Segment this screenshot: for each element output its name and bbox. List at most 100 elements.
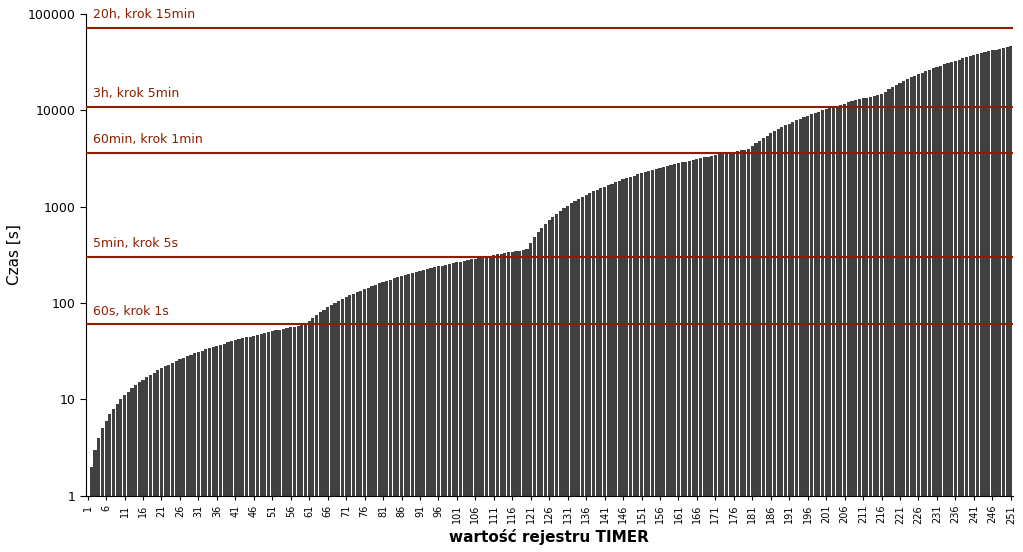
Bar bbox=[518, 251, 522, 552]
Y-axis label: Czas [s]: Czas [s] bbox=[7, 225, 21, 285]
Bar bbox=[917, 74, 920, 552]
Bar bbox=[300, 325, 304, 552]
Bar bbox=[175, 361, 178, 552]
Bar bbox=[212, 347, 215, 552]
Bar bbox=[632, 176, 635, 552]
Bar bbox=[943, 64, 946, 552]
Bar bbox=[551, 217, 554, 552]
Bar bbox=[707, 157, 710, 552]
Bar bbox=[448, 264, 451, 552]
Bar bbox=[507, 252, 510, 552]
Bar bbox=[802, 118, 805, 552]
Bar bbox=[322, 310, 325, 552]
Bar bbox=[526, 250, 529, 552]
Bar bbox=[825, 109, 828, 552]
Bar bbox=[234, 341, 237, 552]
Bar bbox=[873, 95, 876, 552]
Bar bbox=[769, 134, 772, 552]
Bar bbox=[241, 338, 244, 552]
Bar bbox=[430, 268, 433, 552]
Bar bbox=[366, 288, 370, 552]
Bar bbox=[744, 150, 747, 552]
Bar bbox=[260, 334, 263, 552]
Bar bbox=[932, 68, 935, 552]
Bar bbox=[290, 327, 293, 552]
Bar bbox=[622, 179, 625, 552]
Bar bbox=[792, 122, 795, 552]
Text: 60s, krok 1s: 60s, krok 1s bbox=[93, 305, 169, 317]
Bar bbox=[699, 158, 702, 552]
X-axis label: wartość rejestru TIMER: wartość rejestru TIMER bbox=[449, 529, 650, 545]
Bar bbox=[902, 81, 905, 552]
Bar bbox=[950, 62, 953, 552]
Bar bbox=[599, 188, 603, 552]
Bar bbox=[905, 79, 909, 552]
Bar bbox=[414, 272, 417, 552]
Bar bbox=[788, 124, 791, 552]
Bar bbox=[666, 166, 669, 552]
Bar bbox=[478, 258, 481, 552]
Bar bbox=[455, 262, 458, 552]
Bar bbox=[655, 169, 658, 552]
Bar bbox=[492, 255, 495, 552]
Bar bbox=[333, 303, 337, 552]
Bar bbox=[976, 54, 979, 552]
Bar bbox=[471, 259, 474, 552]
Bar bbox=[474, 258, 477, 552]
Bar bbox=[451, 263, 455, 552]
Bar bbox=[341, 299, 344, 552]
Bar bbox=[1010, 46, 1013, 552]
Bar bbox=[850, 102, 853, 552]
Bar bbox=[747, 149, 750, 552]
Bar bbox=[795, 120, 798, 552]
Bar bbox=[611, 183, 614, 552]
Bar bbox=[315, 315, 318, 552]
Bar bbox=[441, 266, 444, 552]
Bar bbox=[544, 224, 547, 552]
Text: 60min, krok 1min: 60min, krok 1min bbox=[93, 133, 203, 146]
Bar bbox=[832, 107, 835, 552]
Bar bbox=[466, 260, 470, 552]
Bar bbox=[178, 359, 181, 552]
Bar bbox=[205, 349, 208, 552]
Bar bbox=[130, 389, 134, 552]
Bar bbox=[230, 342, 233, 552]
Bar bbox=[123, 395, 126, 552]
Bar bbox=[865, 98, 869, 552]
Bar bbox=[640, 173, 643, 552]
Bar bbox=[935, 67, 938, 552]
Bar bbox=[278, 330, 281, 552]
Bar bbox=[426, 269, 429, 552]
Bar bbox=[485, 256, 488, 552]
Bar bbox=[839, 105, 843, 552]
Bar bbox=[813, 113, 816, 552]
Bar bbox=[363, 289, 366, 552]
Bar bbox=[584, 195, 587, 552]
Bar bbox=[418, 271, 421, 552]
Bar bbox=[680, 162, 683, 552]
Bar bbox=[721, 154, 724, 552]
Bar bbox=[625, 178, 628, 552]
Bar bbox=[326, 307, 329, 552]
Bar bbox=[887, 89, 890, 552]
Bar bbox=[725, 153, 728, 552]
Bar bbox=[758, 141, 761, 552]
Bar bbox=[396, 277, 399, 552]
Bar bbox=[164, 367, 167, 552]
Bar bbox=[193, 353, 196, 552]
Bar bbox=[555, 214, 559, 552]
Bar bbox=[437, 267, 440, 552]
Bar bbox=[101, 428, 104, 552]
Bar bbox=[407, 274, 410, 552]
Bar bbox=[189, 355, 192, 552]
Bar bbox=[104, 421, 107, 552]
Bar bbox=[267, 332, 270, 552]
Bar bbox=[717, 155, 720, 552]
Bar bbox=[285, 328, 288, 552]
Bar bbox=[692, 160, 695, 552]
Bar bbox=[595, 190, 598, 552]
Bar bbox=[687, 161, 692, 552]
Bar bbox=[145, 377, 148, 552]
Bar bbox=[762, 138, 765, 552]
Bar bbox=[588, 193, 591, 552]
